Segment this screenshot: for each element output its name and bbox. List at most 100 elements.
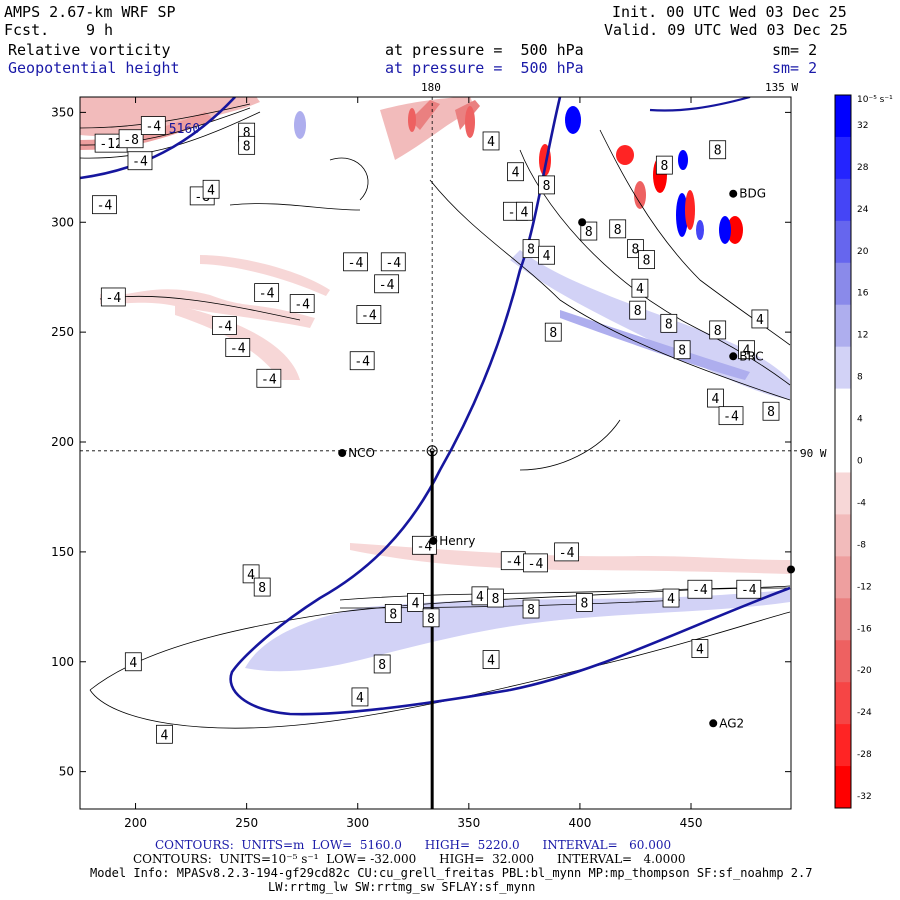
contour-label: -4 bbox=[500, 551, 526, 571]
contour-label: 4 bbox=[738, 340, 755, 360]
contour-label: 4 bbox=[156, 724, 173, 744]
colorbar-tick-label: 32 bbox=[857, 121, 868, 131]
contour-label-box bbox=[356, 305, 382, 324]
pressure-label-1: at pressure = 500 hPa bbox=[385, 41, 584, 59]
contour-label: 8 bbox=[638, 250, 655, 270]
contour-label: -4 bbox=[554, 542, 579, 562]
contour-label-box bbox=[225, 338, 251, 357]
contour-label-text: 4 bbox=[356, 691, 364, 706]
station-dot bbox=[578, 218, 587, 227]
contour-label-text: 4 bbox=[412, 596, 420, 611]
contour-label-box bbox=[751, 309, 769, 329]
contour-label: 8 bbox=[575, 593, 593, 612]
contour-label-text: 8 bbox=[614, 223, 622, 238]
y-tick-label: 250 bbox=[51, 325, 74, 339]
contour-label-text: 8 bbox=[527, 603, 535, 618]
contour-label: -4 bbox=[349, 351, 375, 371]
contour-label-box bbox=[118, 129, 144, 149]
contour-label: -4 bbox=[212, 316, 237, 335]
contour-label: -4 bbox=[225, 338, 251, 357]
contour-label: 4 bbox=[351, 687, 369, 707]
colorbar-tick-label: -20 bbox=[857, 666, 872, 676]
contour-label-text: 8 bbox=[427, 612, 435, 627]
contour-label: 4 bbox=[124, 652, 142, 672]
y-tick-label: 50 bbox=[59, 765, 74, 779]
contour-label-box bbox=[631, 278, 649, 298]
contour-label: -4 bbox=[343, 252, 368, 272]
x-tick-label: 350 bbox=[457, 816, 480, 830]
contour-label-box bbox=[256, 368, 282, 388]
colorbar-swatch bbox=[835, 178, 851, 222]
contour-label-text: 8 bbox=[543, 179, 551, 194]
contour-label: 8 bbox=[538, 175, 555, 195]
contour-label: 4 bbox=[662, 588, 680, 608]
station-name: AG2 bbox=[719, 716, 744, 730]
contour-label-text: 8 bbox=[634, 304, 642, 319]
contour-label-box bbox=[92, 195, 117, 215]
contour-label-text: 4 bbox=[476, 590, 484, 605]
station-dot bbox=[709, 719, 718, 728]
negative-core-1 bbox=[410, 100, 440, 130]
contour-label-box bbox=[580, 221, 598, 241]
contour-label-box bbox=[100, 287, 126, 307]
contour-label-box bbox=[575, 593, 593, 612]
colorbar-swatch bbox=[835, 724, 851, 767]
right-lon-90w: 90 W bbox=[800, 447, 827, 460]
contour-label: 4 bbox=[482, 131, 500, 151]
contour-label-box bbox=[718, 406, 744, 426]
contour-label-text: 4 bbox=[129, 656, 137, 671]
contour-label: 8 bbox=[422, 608, 440, 628]
contour-label: 4 bbox=[407, 593, 424, 612]
contour-label-text: 4 bbox=[207, 183, 215, 198]
negative-band-mid-3 bbox=[200, 255, 330, 296]
contour-label-text: 8 bbox=[714, 324, 722, 339]
field-vorticity: Relative vorticity bbox=[8, 41, 171, 59]
contour-label-text: 8 bbox=[632, 243, 640, 258]
footer-model-info-2: LW:rrtmg_lw SW:rrtmg_sw SFLAY:sf_mynn bbox=[268, 880, 536, 894]
contour-label-text: -4 bbox=[505, 555, 521, 570]
smoothing-1: sm= 2 bbox=[772, 41, 818, 59]
contour-label: 8 bbox=[762, 401, 780, 421]
contour-label-text: 8 bbox=[767, 405, 775, 420]
contour-label-text: -4 bbox=[741, 583, 757, 598]
positive-band-ne bbox=[510, 250, 790, 400]
contour-label: 8 bbox=[522, 239, 540, 259]
colorbar-swatch bbox=[835, 598, 851, 641]
contour-label-box bbox=[522, 599, 540, 619]
contour-label: -4 bbox=[718, 406, 744, 426]
contour-label-text: 4 bbox=[743, 344, 751, 359]
contour-label-text: -4 bbox=[723, 410, 739, 425]
pressure-label-2: at pressure = 500 hPa bbox=[385, 59, 584, 77]
positive-band-south bbox=[245, 590, 790, 672]
x-tick-label: 450 bbox=[680, 816, 703, 830]
contour-label-box bbox=[407, 593, 424, 612]
contour-label-text: 4 bbox=[520, 205, 528, 220]
contour-label-box bbox=[212, 316, 237, 335]
crosshair-center bbox=[426, 445, 438, 457]
init-time: Init. 00 UTC Wed 03 Dec 25 bbox=[612, 3, 847, 21]
station-marker: Henry bbox=[429, 534, 475, 548]
negative-band-north-east bbox=[380, 97, 475, 160]
colorbar-tick-label: 8 bbox=[857, 373, 863, 383]
contour-label: -4 bbox=[380, 252, 406, 272]
colorbar-unit: 10⁻⁵ s⁻¹ bbox=[857, 95, 893, 105]
colorbar-swatch bbox=[835, 430, 851, 473]
colorbar-swatch bbox=[835, 346, 851, 390]
valid-time: Valid. 09 UTC Wed 03 Dec 25 bbox=[604, 21, 848, 39]
colorbar-swatch bbox=[835, 514, 851, 557]
contour-label-text: 4 bbox=[696, 643, 704, 658]
station-dot bbox=[729, 352, 738, 361]
contour-label: -4 bbox=[736, 579, 762, 599]
colorbar-frame bbox=[834, 94, 852, 809]
field-height: Geopotential height bbox=[8, 59, 180, 77]
contour-label: 8 bbox=[522, 599, 540, 619]
colorbar-swatch bbox=[835, 472, 851, 515]
contour-label-text: -4 bbox=[361, 309, 377, 324]
y-axis: 50 100 150 200 250 300 350 bbox=[51, 105, 791, 779]
contour-label-text: 8 bbox=[585, 225, 593, 240]
contour-label-text: 8 bbox=[678, 344, 686, 359]
contour-label-box bbox=[687, 579, 713, 599]
contour-label: 4 bbox=[707, 388, 724, 408]
contour-label-box bbox=[662, 588, 680, 608]
contour-label: 4 bbox=[751, 309, 769, 329]
